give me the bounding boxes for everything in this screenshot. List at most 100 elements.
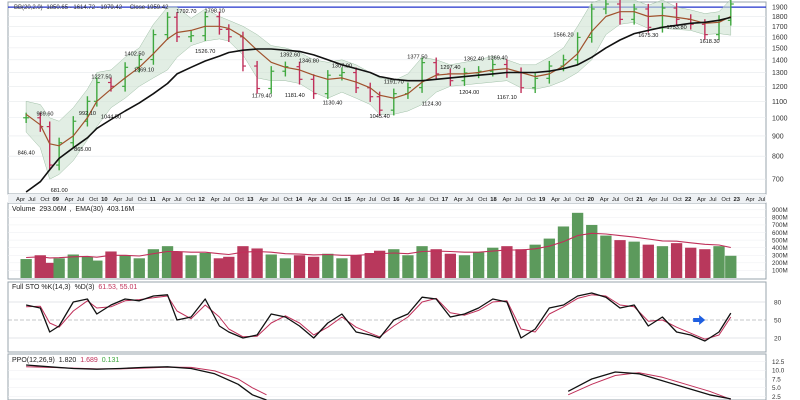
x-tick-label: Jul	[515, 197, 522, 203]
stochastic-y-axis: 20 50 80	[774, 299, 782, 342]
price-bar	[546, 60, 553, 84]
price-annotation: 1204.00	[459, 90, 479, 96]
price-annotation: 1191.70	[384, 80, 404, 86]
price-bar	[56, 137, 63, 171]
volume-bar	[251, 248, 263, 278]
price-annotation: 865.00	[74, 147, 91, 153]
volume-bar	[279, 258, 292, 278]
x-tick-label: Oct	[527, 197, 536, 203]
price-y-tick-label: 1600	[772, 34, 788, 41]
price-bar	[122, 62, 129, 92]
price-bar	[419, 57, 426, 93]
price-bar	[268, 66, 275, 94]
price-annotation: 1297.40	[440, 65, 460, 71]
x-tick-label: 10	[101, 197, 107, 203]
price-y-tick-label: 1800	[772, 14, 788, 21]
price-annotation: 1307.00	[332, 64, 352, 70]
price-annotation: 1179.40	[252, 93, 272, 99]
x-tick-label: Apr	[405, 197, 414, 203]
price-bar	[574, 32, 581, 66]
price-bar	[296, 61, 303, 85]
price-y-tick-label: 1900	[772, 5, 788, 12]
x-tick-label: Apr	[65, 197, 74, 203]
volume-bar	[699, 249, 711, 278]
price-bar	[390, 88, 397, 116]
volume-bar	[350, 255, 362, 278]
volume-y-tick-label: 600M	[772, 230, 788, 237]
x-tick-label: 14	[296, 197, 303, 203]
price-annotation: 1044.50	[101, 114, 121, 120]
stochastic-legend: Full STO %K(14,3) %D(3) 61.53, 55.01	[12, 284, 137, 291]
price-annotation: 1369.40	[487, 56, 507, 62]
x-tick-label: Apr	[357, 197, 366, 203]
x-tick-label: Oct	[40, 197, 49, 203]
x-tick-label: Jul	[320, 197, 327, 203]
price-annotation: 1167.10	[497, 95, 517, 101]
volume-bar	[444, 253, 456, 278]
price-annotation: 1130.40	[323, 101, 343, 107]
volume-bar	[416, 246, 428, 278]
stochastic-panel	[7, 281, 767, 353]
x-tick-label: Apr	[600, 197, 609, 203]
x-tick-label: Jul	[466, 197, 473, 203]
volume-bar	[515, 249, 527, 278]
ppo-line	[567, 371, 731, 400]
x-tick-label: Oct	[575, 197, 584, 203]
volume-bar	[293, 255, 306, 278]
stochastic-lines	[25, 292, 732, 342]
x-tick-label: 15	[344, 197, 351, 203]
volume-bar	[119, 255, 131, 278]
volume-bar	[34, 255, 46, 278]
volume-bar	[529, 244, 541, 278]
x-tick-label: Oct	[138, 197, 147, 203]
stochastic-k-line	[25, 292, 732, 342]
volume-bar	[586, 224, 598, 278]
volume-bar	[133, 258, 145, 278]
price-bar	[588, 3, 595, 43]
price-annotation: 1618.30	[699, 39, 719, 45]
volume-y-tick-label: 300M	[772, 253, 788, 260]
stochastic-y-tick-label: 50	[774, 317, 782, 324]
price-y-tick-label: 1300	[772, 70, 788, 77]
moving-averages	[25, 11, 732, 193]
volume-bar	[656, 246, 669, 278]
price-bar	[216, 11, 223, 35]
x-tick-label: Oct	[478, 197, 487, 203]
stochastic-y-tick-label: 20	[774, 335, 782, 342]
volume-bar	[388, 249, 400, 278]
volume-bar	[147, 249, 160, 278]
x-tick-label: Apr	[259, 197, 268, 203]
price-y-tick-label: 1000	[772, 115, 788, 122]
stochastic-signal-arrow-icon	[693, 315, 706, 325]
volume-y-tick-label: 700M	[772, 222, 788, 229]
volume-bar	[213, 258, 226, 278]
price-y-tick-label: 1100	[772, 99, 787, 106]
stochastic-y-tick-label: 80	[774, 299, 782, 306]
ppo-lines	[26, 364, 731, 400]
x-tick-label: Jul	[709, 197, 716, 203]
x-tick-label: 21	[636, 197, 643, 203]
volume-bar	[81, 256, 94, 278]
price-annotation: 1675.30	[638, 33, 658, 39]
volume-y-tick-label: 200M	[772, 260, 788, 267]
price-bar	[150, 29, 157, 65]
price-annotation: 989.60	[36, 112, 53, 118]
price-bar	[602, 0, 609, 15]
volume-bar	[725, 255, 737, 278]
x-tick-label: 17	[442, 197, 448, 203]
volume-bar	[91, 260, 103, 278]
x-tick-label: Apr	[746, 197, 755, 203]
x-tick-label: Apr	[454, 197, 463, 203]
x-tick-label: Oct	[89, 197, 98, 203]
x-tick-label: Apr	[113, 197, 122, 203]
price-bar	[727, 0, 734, 26]
price-annotation: 846.40	[18, 150, 35, 156]
x-tick-label: Jul	[125, 197, 132, 203]
price-y-axis: 700 800 900 1000 1100 1200 1300 1400 1500 1600 170…	[772, 5, 788, 184]
volume-bar	[161, 246, 174, 278]
price-y-tick-label: 700	[772, 177, 784, 184]
x-tick-label: 20	[588, 197, 594, 203]
x-tick-label: 22	[685, 197, 691, 203]
price-annotation: 1346.80	[299, 58, 319, 64]
